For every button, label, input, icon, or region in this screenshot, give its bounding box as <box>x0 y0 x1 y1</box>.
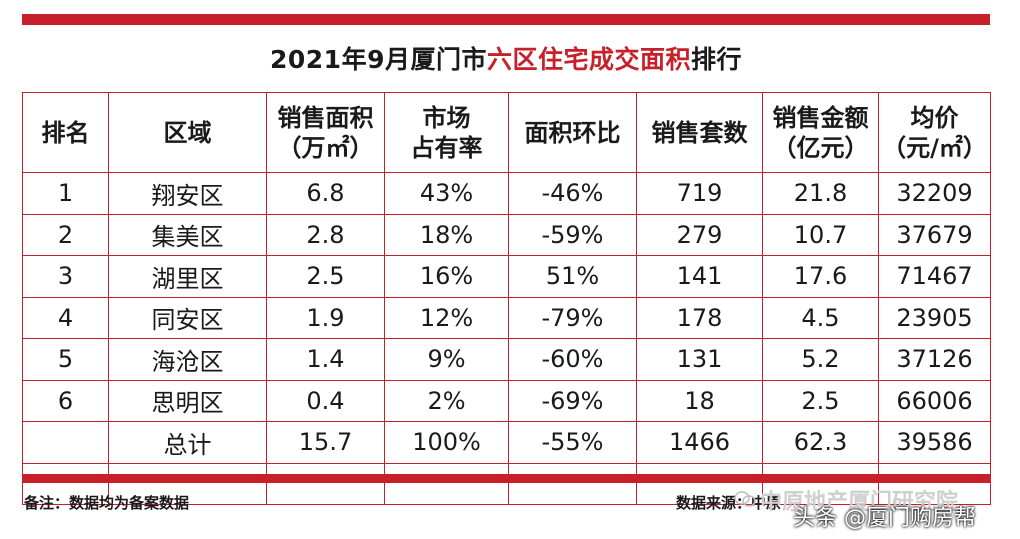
cell-market-share: 12% <box>384 296 509 339</box>
cell-market-share: 2% <box>384 379 509 422</box>
cell-market-share: 16% <box>384 255 509 298</box>
cell-sales-amount: 10.7 <box>762 213 879 256</box>
cell-sales-amount: 5.2 <box>762 338 879 381</box>
cell-avg-price: 37679 <box>878 213 991 256</box>
cell-market-share: 18% <box>384 213 509 256</box>
cell-area-mom: -60% <box>508 338 637 381</box>
cell-avg-price: 71467 <box>878 255 991 298</box>
cell-units-sold: 131 <box>636 338 763 381</box>
table-total-row: 总计 15.7 100% -55% 1466 62.3 39586 <box>22 421 991 464</box>
cell-rank: 4 <box>22 296 109 339</box>
header-sales-amount: 销售金额 （亿元） <box>762 92 879 173</box>
cell-units-sold: 141 <box>636 255 763 298</box>
cell-area-mom: -59% <box>508 213 637 256</box>
cell-units-sold: 178 <box>636 296 763 339</box>
cell-district: 集美区 <box>108 213 267 256</box>
cell-area-mom: 51% <box>508 255 637 298</box>
cell-avg-price: 39586 <box>878 421 991 464</box>
header-units-sold: 销售套数 <box>636 92 763 173</box>
cell-rank: 2 <box>22 213 109 256</box>
header-rank: 排名 <box>22 92 109 173</box>
cell-district: 同安区 <box>108 296 267 339</box>
cell-area-mom: -55% <box>508 421 637 464</box>
cell-avg-price: 66006 <box>878 379 991 422</box>
top-red-bar <box>22 14 990 25</box>
table-row: 1 翔安区 6.8 43% -46% 719 21.8 32209 <box>22 172 991 215</box>
bottom-red-bar <box>22 474 990 483</box>
cell-district: 翔安区 <box>108 172 267 215</box>
cell-district: 思明区 <box>108 379 267 422</box>
table-row: 3 湖里区 2.5 16% 51% 141 17.6 71467 <box>22 255 991 298</box>
cell-units-sold: 18 <box>636 379 763 422</box>
cell-sales-amount: 17.6 <box>762 255 879 298</box>
cell-sales-area: 2.5 <box>266 255 385 298</box>
title-highlight-districts: 六区 <box>486 45 538 74</box>
cell-rank: 1 <box>22 172 109 215</box>
cell-total-label: 总计 <box>108 421 267 464</box>
header-sales-area: 销售面积 （万㎡） <box>266 92 385 173</box>
cell-sales-area: 1.9 <box>266 296 385 339</box>
cell-units-sold: 719 <box>636 172 763 215</box>
cell-rank <box>22 421 109 464</box>
cell-rank: 3 <box>22 255 109 298</box>
wechat-icon <box>734 491 756 507</box>
cell-area-mom: -46% <box>508 172 637 215</box>
cell-sales-area: 0.4 <box>266 379 385 422</box>
cell-avg-price: 23905 <box>878 296 991 339</box>
cell-district: 海沧区 <box>108 338 267 381</box>
title-suffix: 排行 <box>691 45 743 74</box>
header-area-mom: 面积环比 <box>508 92 637 173</box>
header-district: 区域 <box>108 92 267 173</box>
cell-avg-price: 37126 <box>878 338 991 381</box>
page-title: 2021年9月厦门市六区住宅成交面积排行 <box>22 40 990 76</box>
cell-sales-amount: 62.3 <box>762 421 879 464</box>
cell-rank: 5 <box>22 338 109 381</box>
header-avg-price: 均价 （元/㎡） <box>878 92 991 173</box>
header-market-share: 市场 占有率 <box>384 92 509 173</box>
cell-sales-area: 1.4 <box>266 338 385 381</box>
cell-units-sold: 1466 <box>636 421 763 464</box>
table-header-row: 排名 区域 销售面积 （万㎡） 市场 占有率 面积环比 销售套数 销售金额 （亿元） … <box>22 92 991 173</box>
cell-units-sold: 279 <box>636 213 763 256</box>
table-row: 6 思明区 0.4 2% -69% 18 2.5 66006 <box>22 379 991 422</box>
footnote: 备注：数据均为备案数据 <box>24 494 190 512</box>
table-row: 5 海沧区 1.4 9% -60% 131 5.2 37126 <box>22 338 991 381</box>
watermark-credit: 头条 @厦门购房帮 <box>793 506 976 531</box>
table-row: 4 同安区 1.9 12% -79% 178 4.5 23905 <box>22 296 991 339</box>
table-spacer-row <box>22 462 991 505</box>
title-prefix: 2021年9月厦门市 <box>269 45 487 74</box>
watermark-brand: 中原地产厦门研究院 <box>760 490 959 515</box>
sales-ranking-table: 排名 区域 销售面积 （万㎡） 市场 占有率 面积环比 销售套数 销售金额 （亿元） … <box>22 92 991 505</box>
cell-avg-price: 32209 <box>878 172 991 215</box>
cell-area-mom: -69% <box>508 379 637 422</box>
cell-district: 湖里区 <box>108 255 267 298</box>
cell-sales-area: 15.7 <box>266 421 385 464</box>
cell-market-share: 9% <box>384 338 509 381</box>
cell-market-share: 100% <box>384 421 509 464</box>
cell-market-share: 43% <box>384 172 509 215</box>
cell-rank: 6 <box>22 379 109 422</box>
title-highlight-metric: 住宅成交面积 <box>537 45 691 74</box>
cell-sales-amount: 2.5 <box>762 379 879 422</box>
cell-area-mom: -79% <box>508 296 637 339</box>
cell-sales-area: 6.8 <box>266 172 385 215</box>
cell-sales-amount: 4.5 <box>762 296 879 339</box>
cell-sales-amount: 21.8 <box>762 172 879 215</box>
cell-sales-area: 2.8 <box>266 213 385 256</box>
table-row: 2 集美区 2.8 18% -59% 279 10.7 37679 <box>22 213 991 256</box>
